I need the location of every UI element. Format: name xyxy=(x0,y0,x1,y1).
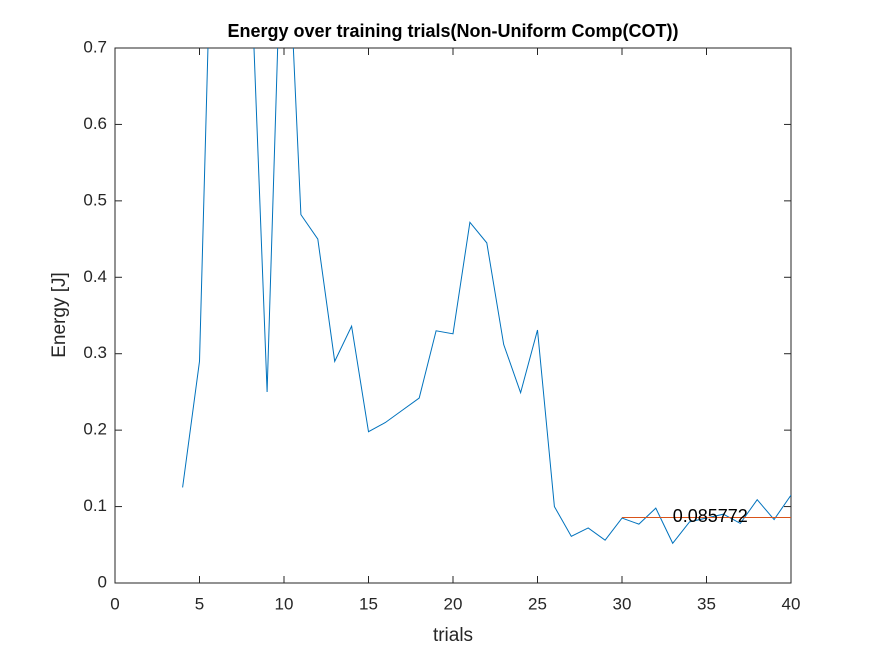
x-tick-label: 20 xyxy=(444,594,463,613)
chart-title: Energy over training trials(Non-Uniform … xyxy=(227,21,678,41)
plot-frame xyxy=(114,47,792,584)
x-axis-label: trials xyxy=(433,625,473,646)
y-tick-label: 0.1 xyxy=(83,496,107,515)
plot-area xyxy=(182,48,791,545)
x-tick-label: 25 xyxy=(528,594,547,613)
x-tick-label: 0 xyxy=(110,594,119,613)
y-tick-label: 0.4 xyxy=(83,267,107,286)
x-tick-label: 5 xyxy=(195,594,204,613)
x-tick-label: 35 xyxy=(697,594,716,613)
reference-label: 0.085772 xyxy=(673,506,748,526)
data-line xyxy=(182,48,791,545)
x-tick-label: 40 xyxy=(782,594,801,613)
x-tick-label: 30 xyxy=(613,594,632,613)
y-tick-label: 0.6 xyxy=(83,114,107,133)
y-axis-label: Energy [J] xyxy=(49,272,70,358)
x-tick-label: 15 xyxy=(359,594,378,613)
y-tick-label: 0.7 xyxy=(83,37,107,56)
y-tick-label: 0.3 xyxy=(83,343,107,362)
y-tick-label: 0.5 xyxy=(83,190,107,209)
y-tick-label: 0.2 xyxy=(83,420,107,439)
x-tick-label: 10 xyxy=(275,594,294,613)
y-tick-label: 0 xyxy=(98,572,107,591)
